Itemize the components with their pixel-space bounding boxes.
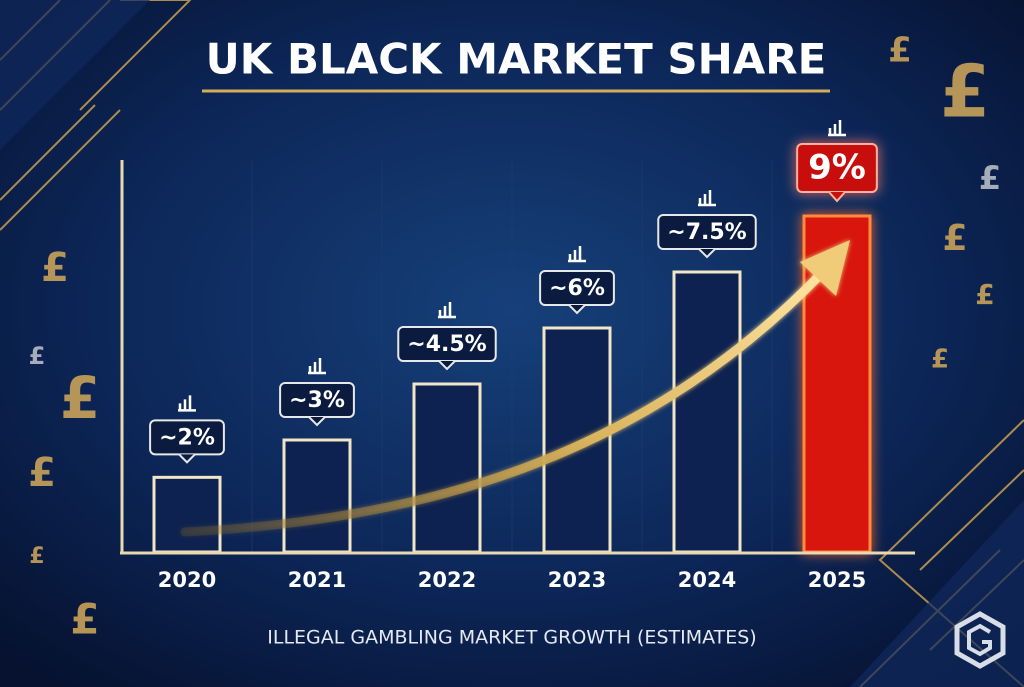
chart-title: UK BLACK MARKET SHARE [206, 35, 827, 84]
pound-symbol: £ [29, 544, 44, 569]
icon [308, 358, 326, 375]
x-tick-label: 2022 [418, 568, 476, 592]
pound-symbol: £ [70, 595, 99, 644]
bar [672, 270, 742, 554]
value-label-box: ~3% [279, 358, 355, 427]
x-axis-label: ILLEGAL GAMBLING MARKET GROWTH (ESTIMATE… [267, 627, 756, 649]
x-tick-label: 2020 [158, 568, 216, 592]
value-label: ~2% [159, 425, 215, 450]
value-label-pointer [828, 191, 846, 203]
value-label-pointer [438, 360, 456, 371]
x-tick-label: 2025 [808, 568, 866, 592]
x-tick-label: 2023 [548, 568, 606, 592]
value-label: ~3% [289, 388, 345, 413]
bar [152, 475, 222, 554]
pound-symbol: £ [942, 218, 967, 259]
growth-arrow [180, 240, 850, 537]
value-label-pointer [308, 416, 326, 427]
value-label-pointer [698, 248, 716, 259]
x-tick-label: 2024 [678, 568, 736, 592]
pound-symbol: £ [888, 31, 912, 71]
pound-symbol: £ [979, 159, 1001, 197]
icon [568, 246, 586, 263]
logo [954, 611, 1006, 669]
pound-symbol: £ [60, 364, 100, 432]
vertical-guides [251, 160, 773, 552]
value-label-box: ~7.5% [657, 190, 757, 259]
pound-symbol: £ [41, 245, 69, 291]
value-label: ~7.5% [667, 220, 746, 245]
icon [178, 395, 196, 412]
pound-symbol: £ [931, 345, 949, 375]
icon [438, 302, 456, 319]
value-label: 9% [808, 148, 866, 188]
value-label-pointer [568, 304, 586, 315]
pound-symbol: £ [29, 342, 46, 370]
value-label: ~4.5% [407, 332, 486, 357]
value-label-box: 9% [796, 120, 878, 203]
value-label-box: ~4.5% [397, 302, 497, 371]
pound-symbol: £ [940, 50, 990, 134]
icon [698, 190, 716, 207]
value-label: ~6% [549, 276, 605, 301]
x-tick-label: 2021 [288, 568, 346, 592]
value-label-pointer [178, 453, 196, 464]
pound-symbol: £ [975, 278, 994, 311]
pound-symbol: £ [28, 450, 56, 496]
icon [828, 120, 846, 137]
bar [282, 438, 352, 554]
bar [412, 382, 482, 554]
value-label-box: ~2% [149, 395, 225, 464]
value-label-box: ~6% [539, 246, 615, 315]
